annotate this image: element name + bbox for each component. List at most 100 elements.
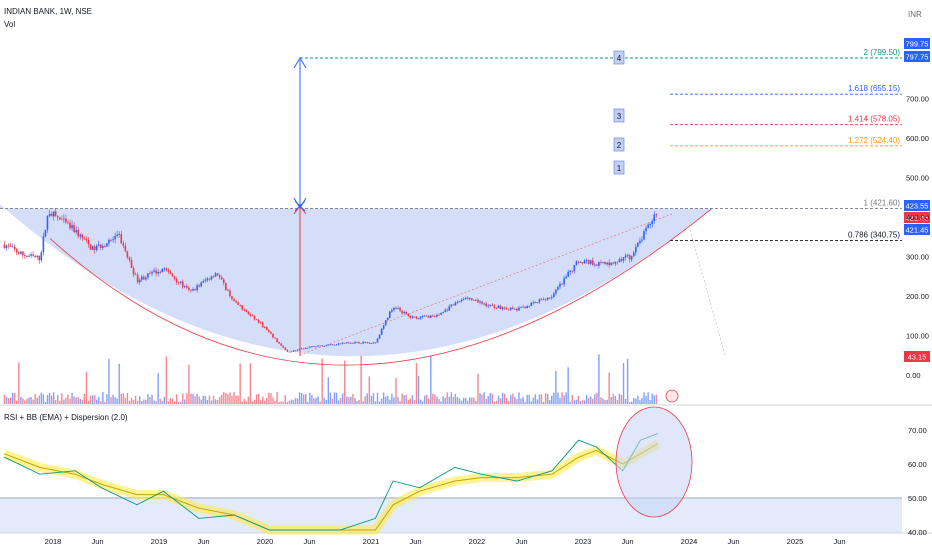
candle — [15, 249, 18, 253]
volume-bar — [352, 393, 354, 404]
candle — [124, 245, 127, 252]
volume-bar — [454, 393, 457, 404]
volume-bar — [34, 394, 36, 404]
rsi-tick: 40.00 — [908, 528, 927, 537]
volume-bar — [378, 401, 381, 404]
volume-bar — [432, 393, 434, 404]
candle — [296, 349, 299, 351]
candle — [628, 254, 631, 260]
volume-bar — [173, 401, 176, 404]
volume-bar — [508, 401, 510, 404]
candle — [573, 265, 576, 272]
volume-bar — [204, 395, 207, 404]
candle — [518, 307, 520, 311]
candle — [313, 346, 315, 348]
volume-bar — [458, 398, 461, 404]
candle — [122, 243, 125, 246]
volume-bar — [163, 396, 166, 404]
volume-bar — [645, 395, 647, 404]
candle — [423, 315, 426, 317]
volume-bar — [481, 394, 483, 404]
volume-bar — [587, 398, 590, 404]
volume-bar — [321, 358, 323, 404]
volume-bar — [329, 392, 332, 404]
volume-bar — [473, 397, 475, 404]
volume-bar — [272, 397, 274, 404]
candle — [499, 305, 502, 310]
candle — [341, 342, 344, 344]
volume-bar — [112, 394, 114, 404]
volume-bar — [577, 395, 580, 404]
candle — [532, 302, 535, 304]
candle — [32, 254, 34, 256]
volume-bar — [559, 397, 561, 404]
price-badge — [904, 224, 930, 235]
wave-box — [613, 137, 625, 152]
candle — [407, 313, 410, 316]
candle — [505, 308, 508, 310]
candle — [581, 262, 584, 264]
volume-bar — [344, 360, 346, 404]
volume-bar — [479, 393, 481, 404]
candle — [462, 299, 465, 300]
volume-bar — [446, 392, 448, 404]
candle — [112, 239, 114, 241]
volume-bar — [497, 395, 500, 404]
volume-bar — [602, 398, 604, 404]
volume-bar — [139, 396, 141, 404]
candle — [368, 342, 371, 344]
volume-bar — [198, 396, 200, 404]
candle — [608, 262, 610, 266]
volume-bar — [510, 395, 512, 404]
volume-bar — [282, 401, 284, 404]
candle — [276, 338, 278, 342]
volume-bar — [469, 397, 471, 404]
candle — [235, 301, 237, 303]
volume-bar — [276, 392, 278, 404]
candle — [46, 216, 49, 230]
volume-bar — [569, 401, 571, 404]
candle — [239, 304, 241, 306]
volume-bar — [311, 395, 313, 404]
time-label: Jun — [197, 537, 209, 546]
candle — [366, 342, 369, 344]
candle — [624, 255, 627, 258]
time-label: Jun — [515, 537, 527, 546]
volume-bar — [104, 401, 106, 404]
volume-bar — [561, 392, 563, 404]
time-label: 2020 — [257, 537, 274, 546]
candle — [348, 342, 350, 344]
candle — [345, 342, 348, 344]
candle — [24, 255, 26, 257]
volume-bar — [409, 398, 412, 404]
candle — [227, 290, 229, 291]
volume-bar — [147, 394, 149, 404]
candle — [114, 236, 116, 240]
candle — [177, 282, 180, 284]
candle — [386, 318, 389, 321]
volume-bar — [565, 392, 567, 404]
candle — [534, 302, 537, 304]
volume-bar — [467, 400, 469, 404]
candle — [487, 305, 490, 307]
candle — [167, 269, 170, 272]
candle — [589, 260, 592, 264]
candle — [292, 350, 295, 352]
candle — [585, 260, 588, 261]
candle — [118, 234, 121, 235]
volume-bar — [641, 398, 643, 404]
candle — [460, 299, 463, 302]
candle — [622, 257, 625, 261]
time-label: 2023 — [575, 537, 592, 546]
volume-bar — [132, 399, 135, 404]
candle — [263, 327, 266, 328]
volume-bar — [620, 394, 623, 404]
candle — [411, 316, 414, 318]
arrow-head-top — [293, 57, 307, 69]
volume-bar — [520, 398, 522, 404]
volume-bar — [612, 393, 614, 404]
candle — [99, 244, 102, 249]
candle — [596, 264, 598, 266]
volume-bar — [364, 396, 366, 404]
